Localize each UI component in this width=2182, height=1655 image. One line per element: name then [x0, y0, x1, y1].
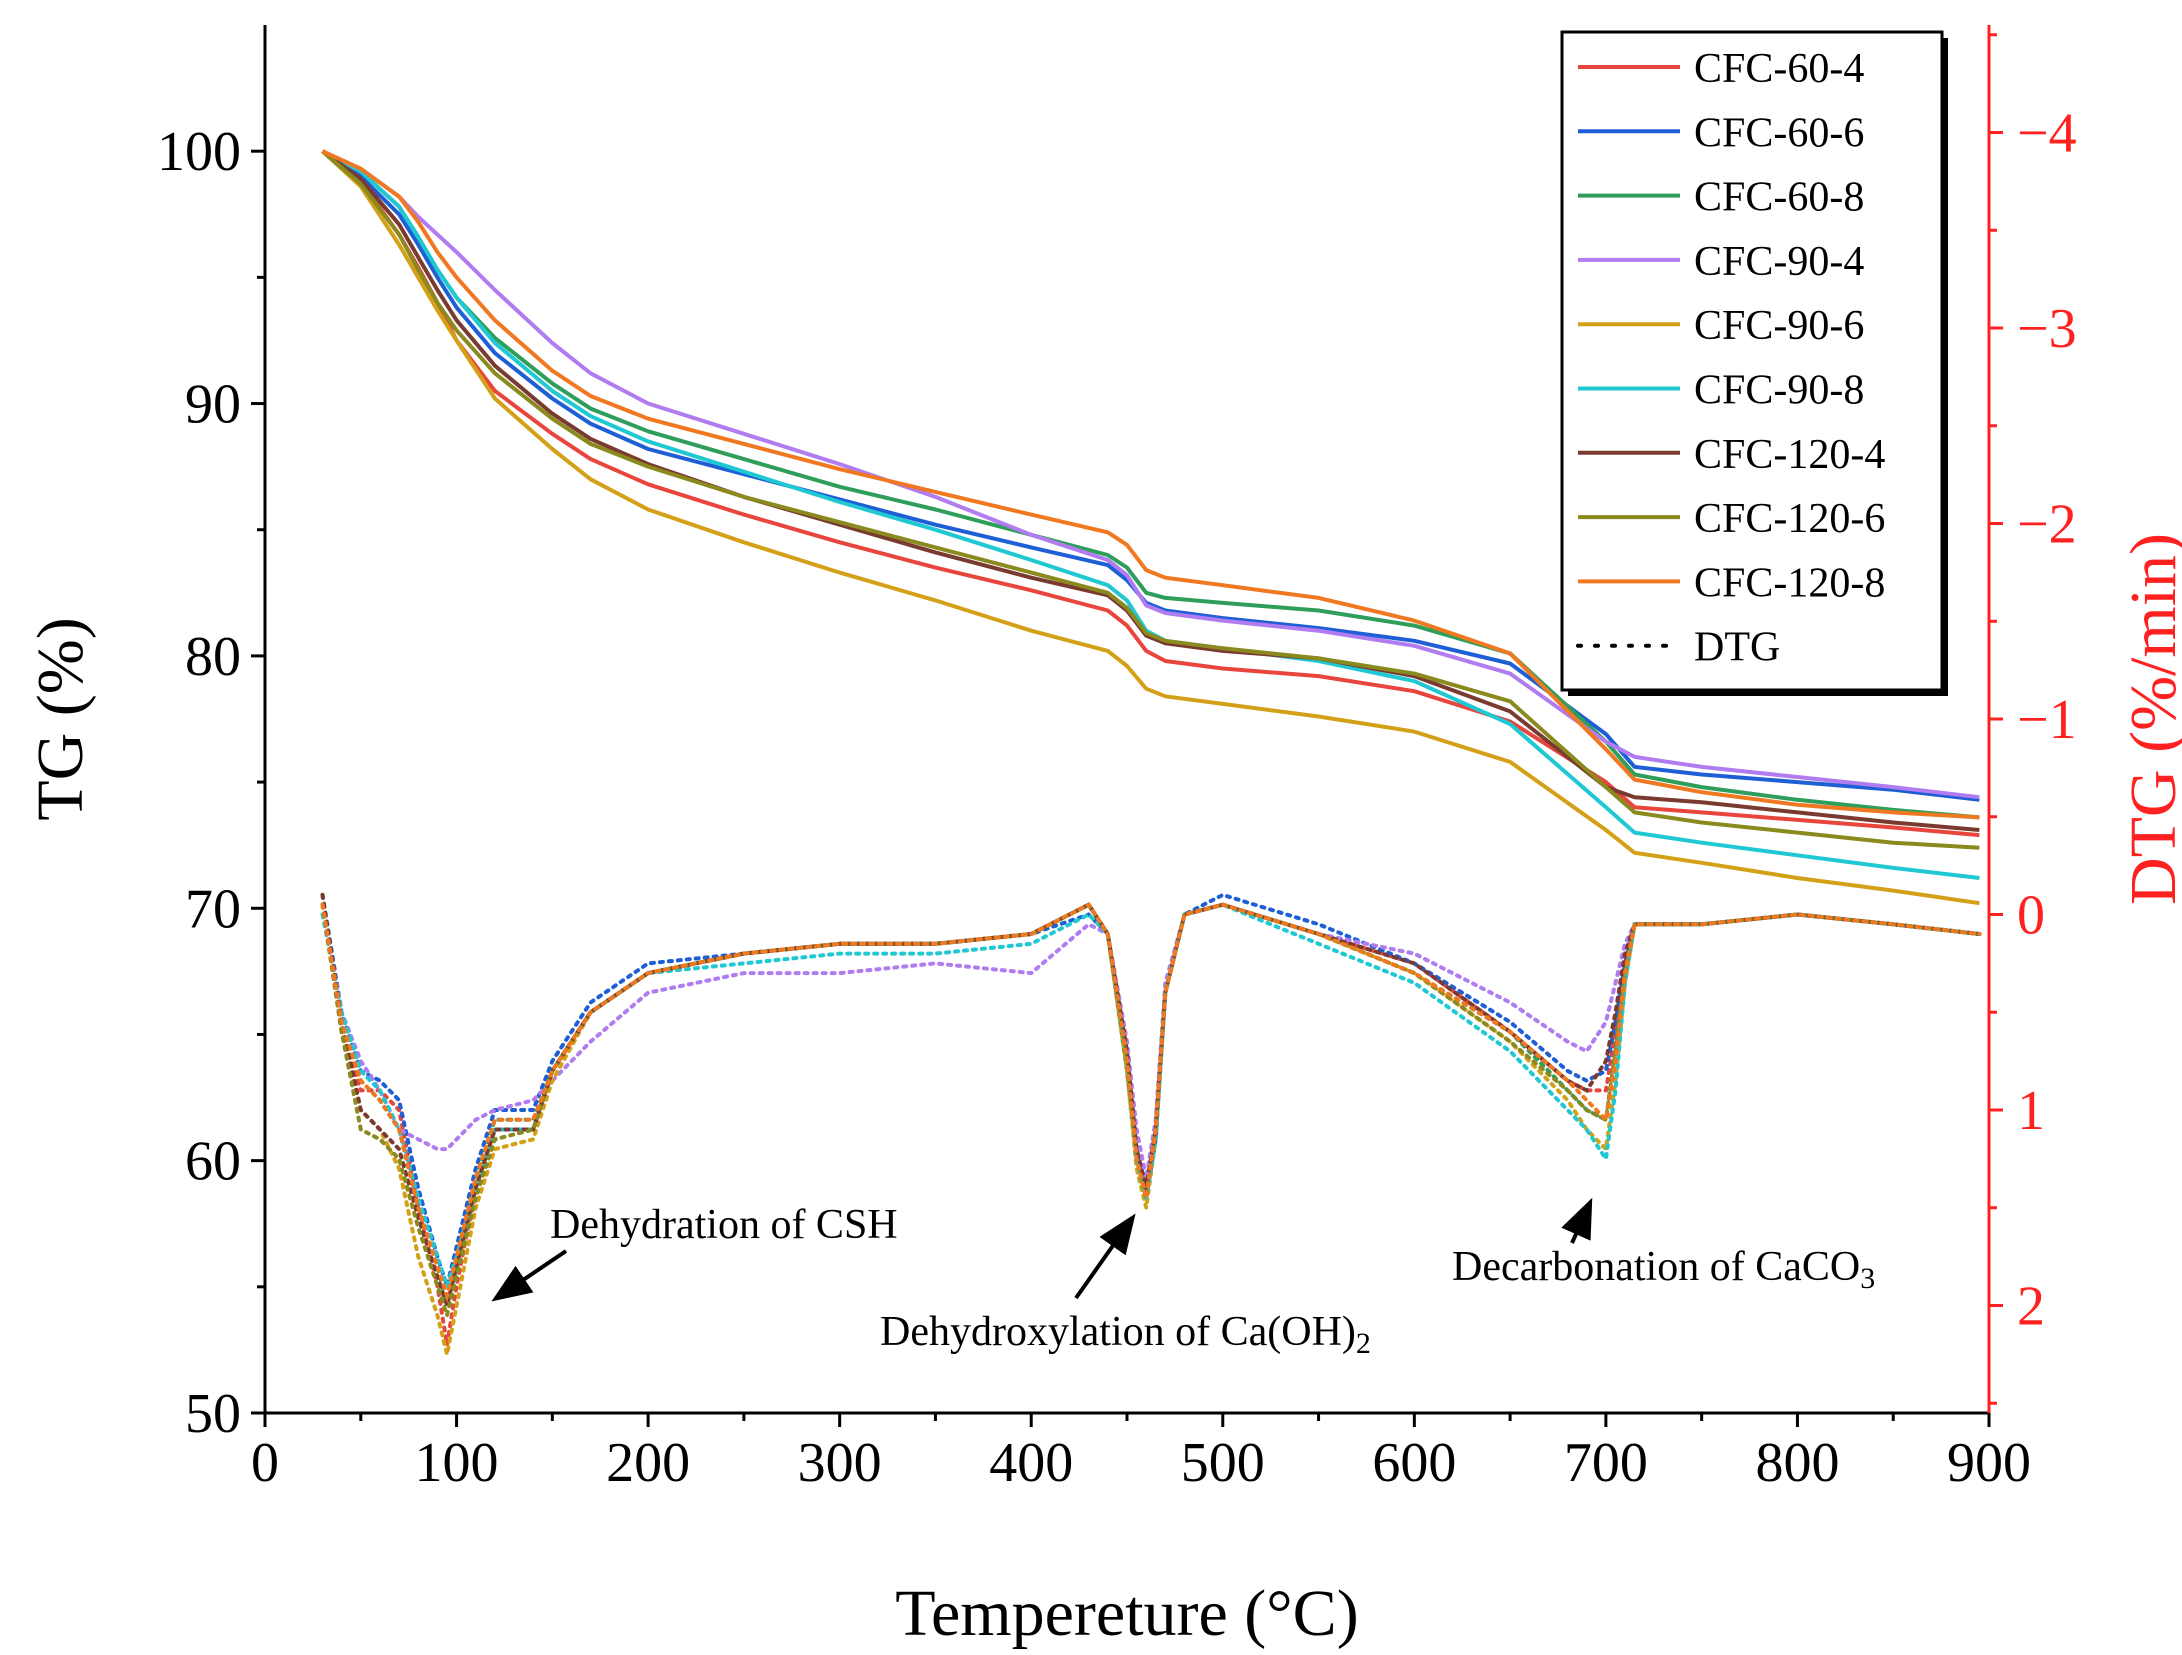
legend-items: CFC-60-4 CFC-60-6 CFC-60-8 CFC-90-4 CFC-90-6… [1576, 46, 1885, 671]
legend-label-cfc-120-6: CFC-120-6 [1694, 496, 1885, 542]
x-tick-label: 900 [1947, 1432, 2031, 1494]
annotation-caoh-sub: 2 [1356, 1327, 1371, 1360]
annotation-caco3-arrow [1561, 1197, 1593, 1244]
y2-tick-label: −1 [2017, 689, 2077, 751]
x-tick-label: 0 [251, 1432, 279, 1494]
x-tick-label: 600 [1372, 1432, 1456, 1494]
annotation-csh-arrow [491, 1249, 568, 1302]
legend-label-dtg: DTG [1694, 625, 1780, 671]
annotation-csh: Dehydration of CSH [550, 1202, 898, 1248]
x-tick-label: 500 [1181, 1432, 1265, 1494]
y-tick-label: 90 [185, 374, 241, 436]
y-tick-label: 50 [185, 1383, 241, 1445]
tg-line-cfc-60-4 [321, 149, 1980, 838]
y-tick-label: 70 [185, 878, 241, 940]
legend: CFC-60-4 CFC-60-6 CFC-60-8 CFC-90-4 CFC-90-6… [1560, 30, 1948, 696]
legend-label-cfc-60-8: CFC-60-8 [1694, 175, 1864, 221]
x-axis-title: Tempereture (°C) [895, 1577, 1358, 1650]
y2-tick-label: −3 [2017, 298, 2077, 360]
annotation-caco3-main: Decarbonation of CaCO [1452, 1244, 1860, 1290]
x-tick-label: 100 [415, 1432, 499, 1494]
y2-axis-title: DTG (%/min) [2117, 533, 2182, 905]
annotation-caco3-sub: 3 [1860, 1262, 1875, 1295]
legend-label-cfc-90-8: CFC-90-8 [1694, 368, 1864, 414]
y2-ticks: 2 1 0 −1 −2 −3 −4 [1989, 33, 2077, 1405]
dtg-line-cfc-60-4 [320, 902, 1982, 1345]
annotation-caoh-main: Dehydroxylation of Ca(OH) [880, 1309, 1356, 1355]
tg-line-cfc-120-6 [321, 149, 1980, 850]
y-axis-title: TG (%) [24, 617, 97, 820]
y-tick-label: 60 [185, 1131, 241, 1193]
y-tick-label: 100 [157, 121, 241, 183]
x-tick-label: 400 [989, 1432, 1073, 1494]
tg-line-cfc-120-8 [321, 149, 1980, 820]
x-tick-label: 800 [1755, 1432, 1839, 1494]
legend-label-cfc-90-6: CFC-90-6 [1694, 303, 1864, 349]
x-tick-label: 300 [798, 1432, 882, 1494]
dtg-lines [320, 892, 1982, 1355]
y2-tick-label: 2 [2017, 1275, 2045, 1337]
x-ticks: 0 100 200 300 400 500 600 700 800 900 [251, 1413, 2031, 1494]
legend-label-cfc-120-8: CFC-120-8 [1694, 560, 1885, 606]
legend-label-cfc-120-4: CFC-120-4 [1694, 432, 1885, 478]
y-ticks: 50 60 70 80 90 100 [157, 121, 265, 1445]
tg-lines [321, 149, 1980, 906]
dtg-line-cfc-120-4 [320, 892, 1982, 1313]
annotation-caco3: Decarbonation of CaCO3 [1452, 1244, 1875, 1295]
tg-line-cfc-120-4 [321, 149, 1980, 832]
legend-label-cfc-90-4: CFC-90-4 [1694, 239, 1864, 285]
y2-tick-label: 1 [2017, 1080, 2045, 1142]
annotations: Dehydration of CSH Dehydroxylation of Ca… [491, 1197, 1875, 1360]
tg-line-cfc-90-6 [321, 149, 1980, 906]
annotation-caoh-arrow [1074, 1213, 1136, 1300]
legend-label-cfc-60-6: CFC-60-6 [1694, 110, 1864, 156]
y2-tick-label: −2 [2017, 494, 2077, 556]
y2-tick-label: 0 [2017, 884, 2045, 946]
tg-line-cfc-90-4 [321, 149, 1980, 800]
dtg-line-cfc-120-8 [320, 902, 1982, 1303]
y2-tick-label: −4 [2017, 103, 2077, 165]
x-tick-label: 200 [606, 1432, 690, 1494]
y-tick-label: 80 [185, 626, 241, 688]
x-tick-label: 700 [1564, 1432, 1648, 1494]
legend-label-cfc-60-4: CFC-60-4 [1694, 46, 1864, 92]
annotation-caoh: Dehydroxylation of Ca(OH)2 [880, 1309, 1371, 1360]
tg-line-cfc-90-8 [321, 149, 1980, 880]
